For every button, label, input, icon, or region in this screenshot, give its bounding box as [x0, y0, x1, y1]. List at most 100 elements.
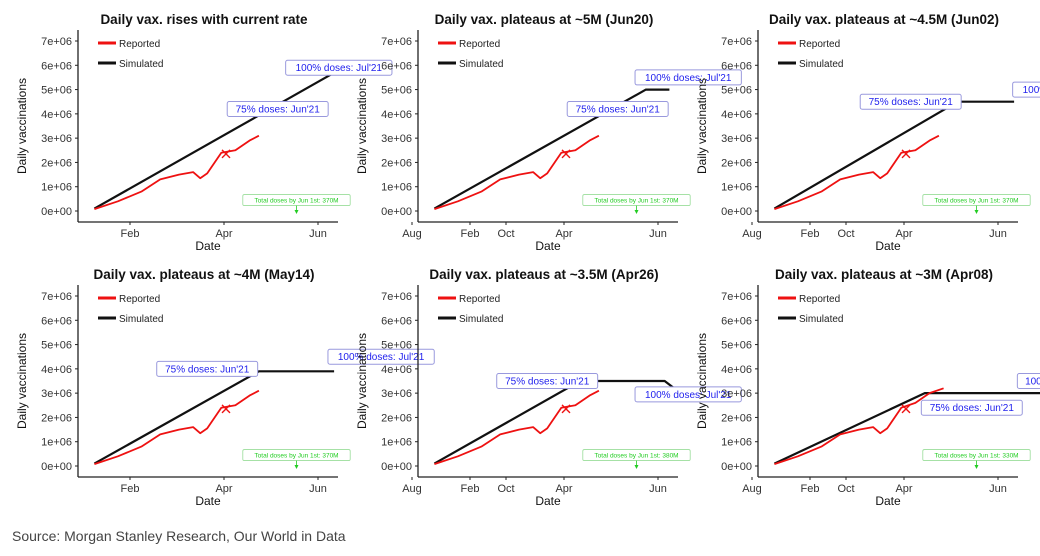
annotation-label-box [1016, 373, 1040, 389]
total-doses-box [922, 449, 1031, 461]
chart-title: Daily vax. plateaus at ~3M (Apr08) [775, 267, 993, 282]
y-tick-label: 2e+06 [721, 412, 752, 424]
x-axis-title: Date [875, 239, 901, 253]
annotation-label-box [920, 399, 1023, 416]
chart-panel-4: Daily vax. plateaus at ~4M (May14) 0e+00 1… [15, 267, 515, 508]
x-tick-label: Feb [121, 483, 140, 495]
x-tick-label: Jun [309, 483, 327, 495]
chart-panel-2: Daily vax. plateaus at ~5M (Jun20) 0e+00 1… [355, 12, 855, 253]
source-note: Source: Morgan Stanley Research, Our Wor… [12, 528, 346, 544]
chart-panel-6: Daily vax. plateaus at ~3M (Apr08) 0e+00 1… [695, 267, 1040, 508]
y-tick-label: 3e+06 [721, 388, 752, 400]
y-tick-label: 0e+00 [721, 461, 752, 473]
legend-label-simulated: Simulated [119, 59, 163, 70]
annotation-label: 75% doses: Jun'21 [869, 97, 954, 108]
chart-panel-3: Daily vax. plateaus at ~4.5M (Jun02) 0e+0… [695, 12, 1040, 253]
annotation-label: 100% doses: Jul'21 [1023, 85, 1040, 96]
y-tick-label: 2e+06 [41, 157, 72, 169]
annotation-label-box [634, 386, 742, 403]
y-axis-title: Daily vaccinations [695, 78, 709, 174]
total-doses-box [242, 449, 351, 461]
annotation-label: 75% doses: Jun'21 [505, 377, 590, 388]
legend-label-simulated: Simulated [459, 314, 503, 325]
annotation-label: 75% doses: Jun'21 [576, 105, 661, 116]
legend-label-reported: Reported [119, 294, 160, 305]
y-tick-label: 6e+06 [41, 315, 72, 327]
total-doses-arrow [294, 210, 299, 214]
total-doses-arrow [974, 210, 979, 214]
y-tick-label: 4e+06 [381, 364, 412, 376]
reported-line [94, 389, 260, 465]
simulated-line [93, 69, 340, 210]
reported-line [434, 389, 600, 465]
simulated-line [93, 370, 335, 465]
y-tick-label: 4e+06 [41, 109, 72, 121]
y-tick-label: 7e+06 [381, 36, 412, 48]
simulated-line [773, 392, 1040, 465]
x-tick-label: Jun [989, 228, 1007, 240]
y-tick-label: 7e+06 [721, 36, 752, 48]
x-axis-title: Date [535, 494, 561, 508]
y-tick-label: 1e+06 [381, 437, 412, 449]
y-tick-label: 6e+06 [381, 315, 412, 327]
y-tick-label: 4e+06 [721, 109, 752, 121]
y-tick-label: 6e+06 [381, 60, 412, 72]
x-tick-label: Apr [895, 483, 912, 495]
y-tick-label: 0e+00 [721, 206, 752, 218]
annotation-label: 75% doses: Jun'21 [930, 403, 1015, 414]
y-tick-label: 1e+06 [41, 182, 72, 194]
reported-marker [901, 149, 911, 159]
y-tick-label: 1e+06 [721, 182, 752, 194]
annotation-label-box [1012, 81, 1040, 98]
annotation-label-box [496, 373, 599, 389]
y-tick-label: 4e+06 [721, 364, 752, 376]
y-tick-label: 7e+06 [721, 291, 752, 303]
y-tick-label: 2e+06 [721, 157, 752, 169]
total-doses-arrow [974, 465, 979, 469]
y-tick-label: 0e+00 [381, 461, 412, 473]
x-tick-label: Oct [497, 228, 514, 240]
y-tick-label: 2e+06 [41, 412, 72, 424]
x-axis-title: Date [535, 239, 561, 253]
total-doses-box [582, 449, 691, 461]
x-tick-label: Feb [121, 228, 140, 240]
annotation-label-box [285, 59, 393, 76]
y-tick-label: 5e+06 [41, 340, 72, 352]
x-tick-label: Aug [742, 228, 762, 240]
annotation-label-box [859, 93, 962, 110]
y-tick-label: 3e+06 [41, 388, 72, 400]
legend-label-simulated: Simulated [119, 314, 163, 325]
y-tick-label: 1e+06 [41, 437, 72, 449]
x-tick-label: Feb [801, 483, 820, 495]
simulated-line [433, 379, 675, 465]
x-tick-label: Jun [649, 228, 667, 240]
total-doses-label: Total doses by Jun 1st: 330M [934, 452, 1018, 459]
y-tick-label: 0e+00 [381, 206, 412, 218]
y-tick-label: 5e+06 [41, 85, 72, 97]
legend-label-reported: Reported [799, 294, 840, 305]
annotation-label: 100% doses: Aug'21 [1025, 377, 1040, 388]
y-tick-label: 7e+06 [41, 36, 72, 48]
total-doses-label: Total doses by Jun 1st: 370M [254, 452, 338, 459]
x-tick-label: Oct [497, 483, 514, 495]
x-tick-label: Oct [837, 228, 854, 240]
y-axis-title: Daily vaccinations [15, 78, 29, 174]
chart-title: Daily vax. rises with current rate [100, 12, 308, 27]
chart-title: Daily vax. plateaus at ~4.5M (Jun02) [769, 12, 999, 27]
y-tick-label: 2e+06 [381, 412, 412, 424]
annotation-label-box [226, 101, 329, 117]
x-tick-label: Apr [895, 228, 912, 240]
x-tick-label: Jun [649, 483, 667, 495]
y-tick-label: 6e+06 [721, 60, 752, 72]
annotation-label-box [566, 101, 669, 117]
x-tick-label: Apr [555, 483, 572, 495]
x-tick-label: Apr [555, 228, 572, 240]
x-tick-label: Feb [801, 228, 820, 240]
y-tick-label: 0e+00 [41, 461, 72, 473]
x-tick-label: Jun [989, 483, 1007, 495]
y-tick-label: 5e+06 [721, 85, 752, 97]
reported-line [434, 134, 600, 210]
simulated-line [433, 88, 670, 210]
chart-panel-5: Daily vax. plateaus at ~3.5M (Apr26) 0e+0… [355, 267, 855, 508]
y-tick-label: 2e+06 [381, 157, 412, 169]
